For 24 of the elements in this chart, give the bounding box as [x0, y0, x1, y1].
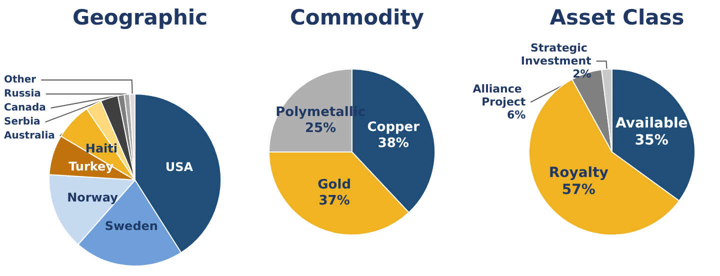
slice-label: Strategic Investment	[520, 42, 592, 68]
chart-title: Commodity	[290, 6, 424, 30]
slice-label: Other	[4, 74, 36, 86]
slice-label: Australia	[4, 130, 55, 142]
slice-label: Gold	[318, 177, 352, 192]
data-label: 37%	[318, 193, 350, 208]
slice-label: Russia	[4, 88, 41, 100]
slice-label: Available	[616, 115, 688, 132]
slice-label: Serbia	[4, 116, 40, 128]
slice-label: Sweden	[104, 218, 158, 233]
slice-label: Alliance Project	[472, 82, 526, 109]
chart-title: Geographic	[72, 6, 208, 30]
slice-label: USA	[165, 160, 194, 174]
data-label: 57%	[562, 182, 596, 198]
slice-label: Norway	[67, 190, 118, 205]
data-label: 25%	[304, 121, 336, 136]
slice-label: Royalty	[548, 164, 608, 181]
chart-title: Asset Class	[550, 6, 684, 30]
slice-label: Turkey	[68, 159, 114, 174]
slice-label: Copper	[367, 120, 420, 136]
data-label: 38%	[378, 136, 409, 152]
data-label: 6%	[507, 108, 526, 122]
slice-label: Canada	[4, 102, 46, 114]
data-label: 35%	[634, 132, 668, 148]
